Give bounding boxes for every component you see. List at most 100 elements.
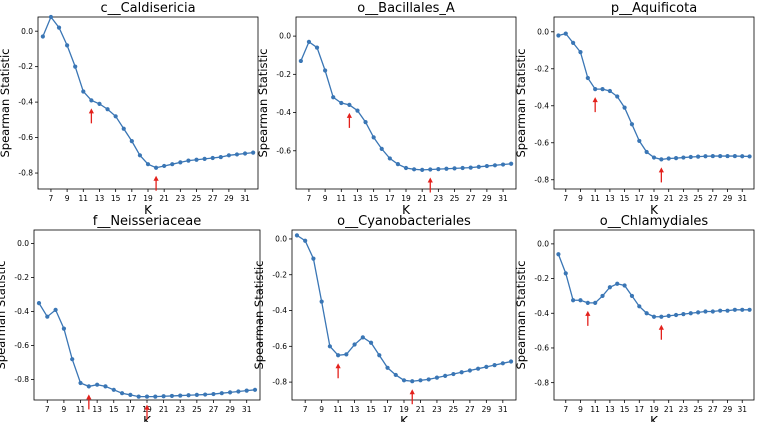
- data-point: [40, 34, 45, 39]
- data-point: [629, 293, 635, 299]
- y-tick-label: -0.4: [18, 98, 33, 107]
- subplot-4: f__Neisseriaceae791113151719212325272931…: [0, 214, 261, 422]
- data-point: [644, 149, 649, 155]
- data-point: [740, 154, 745, 159]
- x-tick-label: 31: [498, 194, 508, 203]
- data-point: [418, 378, 423, 383]
- y-tick-label: 0.0: [279, 32, 291, 41]
- x-tick-label: 23: [679, 194, 689, 203]
- data-point: [314, 45, 320, 50]
- data-point: [659, 314, 664, 319]
- data-point: [387, 156, 392, 161]
- x-tick-label: 29: [225, 405, 235, 414]
- data-point: [563, 31, 568, 36]
- data-point: [105, 107, 110, 112]
- data-point: [426, 377, 431, 382]
- x-tick-label: 7: [307, 194, 312, 203]
- x-tick-label: 13: [95, 194, 105, 203]
- marker-arrow: [88, 108, 94, 124]
- data-point: [585, 75, 590, 81]
- x-tick-label: 7: [563, 194, 568, 203]
- data-point: [137, 153, 143, 158]
- y-tick-label: 0.0: [17, 239, 29, 248]
- data-point: [323, 68, 328, 73]
- y-tick-label: -0.4: [534, 309, 549, 318]
- data-point: [460, 165, 465, 171]
- data-point: [688, 311, 693, 316]
- x-tick-label: 27: [208, 194, 218, 203]
- data-point: [379, 146, 384, 151]
- data-point: [128, 392, 133, 397]
- data-point: [202, 156, 207, 161]
- data-point: [136, 394, 141, 399]
- y-tick-label: -0.8: [534, 175, 549, 184]
- x-tick-label: 31: [737, 194, 747, 203]
- x-tick-label: 9: [65, 194, 70, 203]
- data-point: [556, 33, 561, 38]
- data-point: [169, 393, 175, 399]
- marker-arrow: [153, 175, 159, 191]
- x-tick-label: 21: [159, 194, 169, 203]
- data-point: [747, 154, 752, 159]
- plot-frame: [291, 229, 517, 401]
- x-tick-label: 29: [482, 194, 492, 203]
- data-point: [476, 164, 481, 169]
- x-tick-label: 27: [465, 405, 475, 414]
- data-point: [644, 311, 649, 316]
- data-point: [78, 380, 83, 386]
- marker-arrow: [409, 389, 415, 405]
- y-tick-label: -0.6: [272, 342, 287, 351]
- x-tick-label: 29: [482, 405, 492, 414]
- data-point: [637, 138, 642, 144]
- data-point: [210, 155, 215, 161]
- subplot-3: p__Aquificota 7 9 11 13 15 17 19 21 23 25 27 29 31 0.0…: [514, 1, 755, 217]
- data-point: [444, 166, 449, 171]
- data-point: [352, 342, 357, 347]
- data-point: [434, 375, 440, 380]
- data-point: [306, 39, 312, 44]
- data-point: [244, 388, 249, 393]
- data-point: [411, 167, 417, 172]
- x-tick-label: 21: [416, 405, 426, 414]
- x-tick-label: 27: [708, 405, 718, 414]
- chart-title: o__Cyanobacteriales: [337, 214, 471, 229]
- marker-arrow: [658, 324, 664, 340]
- x-tick-label: 21: [664, 194, 674, 203]
- chart-title: o__Bacillales_A: [357, 1, 455, 16]
- y-tick-label: -0.4: [276, 108, 291, 117]
- x-tick-label: 31: [498, 405, 508, 414]
- data-point: [377, 353, 382, 358]
- data-point: [218, 154, 223, 160]
- x-tick-label: 17: [385, 194, 395, 203]
- data-point: [696, 154, 701, 159]
- data-point: [355, 108, 360, 113]
- data-point: [186, 158, 191, 163]
- x-tick-label: 15: [109, 405, 119, 414]
- data-point: [615, 94, 620, 99]
- data-point: [703, 154, 708, 159]
- y-axis-label: Spearman Statistic: [514, 48, 528, 157]
- marker-arrow: [335, 363, 341, 379]
- x-tick-label: 13: [605, 194, 615, 203]
- data-point: [403, 165, 409, 171]
- data-point: [347, 102, 352, 108]
- y-tick-label: -0.8: [18, 169, 33, 178]
- data-point: [600, 293, 605, 299]
- y-tick-label: -0.6: [276, 146, 291, 155]
- data-point: [336, 353, 341, 358]
- data-point: [226, 153, 231, 158]
- data-point: [81, 89, 86, 94]
- data-point: [145, 162, 151, 167]
- data-point: [622, 105, 627, 110]
- data-point: [111, 387, 116, 392]
- data-point: [718, 308, 723, 313]
- data-point: [563, 271, 568, 276]
- data-point: [236, 389, 241, 394]
- x-tick-label: 9: [319, 405, 324, 414]
- x-tick-label: 25: [693, 194, 703, 203]
- data-point: [53, 307, 58, 312]
- data-point: [468, 165, 473, 170]
- data-point: [732, 153, 737, 159]
- data-point: [161, 394, 166, 399]
